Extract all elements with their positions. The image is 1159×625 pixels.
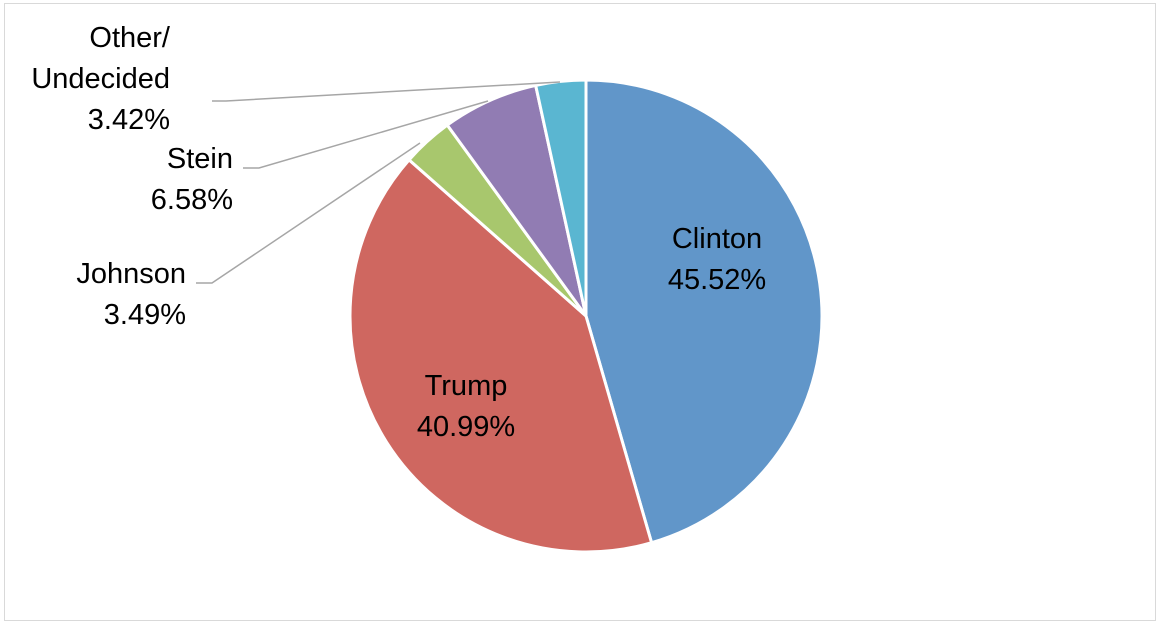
- data-label-value: 3.49%: [104, 299, 186, 331]
- leader-line-stein: [243, 100, 489, 169]
- data-label-value: 6.58%: [151, 184, 233, 216]
- data-labels: Clinton 45.52% Trump 40.99% Johnson 3.49% Stei…: [31, 22, 766, 443]
- data-label-johnson: Johnson 3.49%: [76, 258, 186, 331]
- data-label-clinton: Clinton 45.52%: [668, 223, 766, 296]
- data-label-stein: Stein 6.58%: [151, 143, 233, 216]
- leader-line-other-undecided: [212, 81, 561, 102]
- data-label-other-undecided: Other/Undecided 3.42%: [31, 22, 171, 136]
- leader-line-johnson: [196, 142, 421, 284]
- data-label-name: Other/: [89, 22, 171, 54]
- data-label-name: Undecided: [31, 63, 170, 95]
- pie-slice-other-undecided: [533, 78, 588, 317]
- data-label-name: Stein: [167, 143, 233, 175]
- pie-slice-trump: [348, 157, 654, 554]
- data-label-name: Johnson: [76, 258, 186, 290]
- pie-slices: [348, 78, 824, 554]
- data-label-value: 45.52%: [668, 264, 766, 296]
- data-label-name: Clinton: [672, 223, 762, 255]
- data-label-value: 40.99%: [417, 411, 515, 443]
- data-label-trump: Trump 40.99%: [417, 370, 515, 443]
- data-label-value: 3.42%: [88, 104, 170, 136]
- leader-lines: [196, 81, 561, 284]
- data-label-name: Trump: [425, 370, 508, 402]
- pie-slice-clinton: [584, 78, 824, 545]
